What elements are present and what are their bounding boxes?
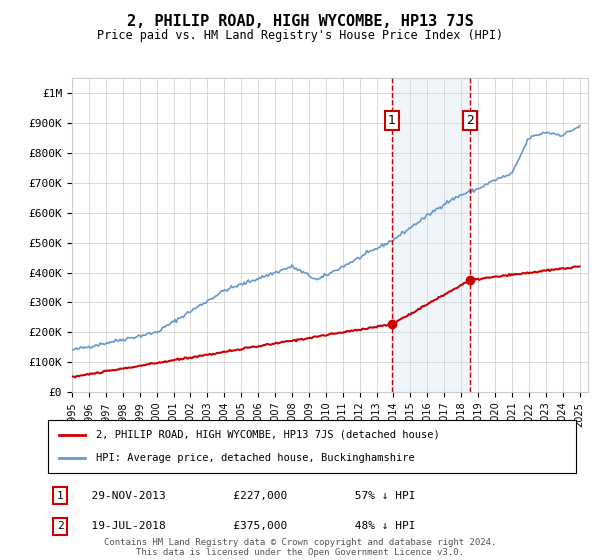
Text: 1: 1 <box>388 114 396 127</box>
Text: 19-JUL-2018          £375,000          48% ↓ HPI: 19-JUL-2018 £375,000 48% ↓ HPI <box>78 521 415 531</box>
Text: 2, PHILIP ROAD, HIGH WYCOMBE, HP13 7JS: 2, PHILIP ROAD, HIGH WYCOMBE, HP13 7JS <box>127 14 473 29</box>
Text: HPI: Average price, detached house, Buckinghamshire: HPI: Average price, detached house, Buck… <box>95 453 414 463</box>
Text: 29-NOV-2013          £227,000          57% ↓ HPI: 29-NOV-2013 £227,000 57% ↓ HPI <box>78 491 415 501</box>
Text: Price paid vs. HM Land Registry's House Price Index (HPI): Price paid vs. HM Land Registry's House … <box>97 29 503 42</box>
Text: 2: 2 <box>466 114 474 127</box>
Text: Contains HM Land Registry data © Crown copyright and database right 2024.
This d: Contains HM Land Registry data © Crown c… <box>104 538 496 557</box>
Text: 2, PHILIP ROAD, HIGH WYCOMBE, HP13 7JS (detached house): 2, PHILIP ROAD, HIGH WYCOMBE, HP13 7JS (… <box>95 430 439 440</box>
Text: 2: 2 <box>56 521 64 531</box>
Text: 1: 1 <box>56 491 64 501</box>
Bar <box>392 78 470 392</box>
